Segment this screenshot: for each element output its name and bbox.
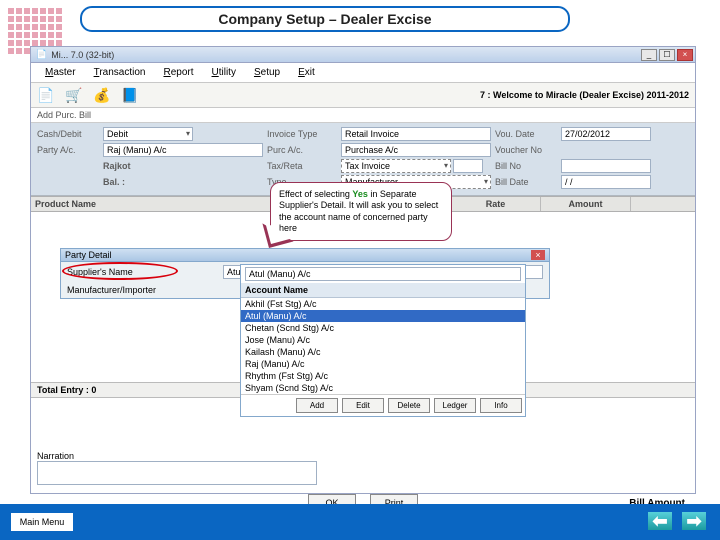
- supplier-label: Supplier's Name: [67, 267, 217, 277]
- city-label: Rajkot: [103, 161, 263, 171]
- bal-label: Bal. :: [103, 177, 263, 187]
- add-button[interactable]: Add: [296, 398, 338, 413]
- maximize-button[interactable]: ☐: [659, 49, 675, 61]
- invtype-input[interactable]: Retail Invoice: [341, 127, 491, 141]
- account-list-popup: Account Name Akhil (Fst Stg) A/c Atul (M…: [240, 264, 526, 417]
- list-item[interactable]: Shyam (Scnd Stg) A/c: [241, 382, 525, 394]
- minimize-button[interactable]: _: [641, 49, 657, 61]
- col-amount: Amount: [541, 197, 631, 211]
- list-item[interactable]: Akhil (Fst Stg) A/c: [241, 298, 525, 310]
- list-item[interactable]: Rhythm (Fst Stg) A/c: [241, 370, 525, 382]
- account-list[interactable]: Akhil (Fst Stg) A/c Atul (Manu) A/c Chet…: [241, 298, 525, 394]
- menu-report[interactable]: Report: [155, 65, 201, 80]
- party-popup-close[interactable]: ×: [531, 250, 545, 260]
- nav-arrows: ⬅ ➡: [648, 512, 706, 530]
- purcac-label: Purc A/c.: [267, 145, 337, 155]
- menu-master[interactable]: Master: [37, 65, 84, 80]
- window-title: Mi... 7.0 (32-bit): [51, 50, 114, 60]
- vouno-label: Voucher No: [495, 145, 557, 155]
- welcome-text: 7 : Welcome to Miracle (Dealer Excise) 2…: [480, 90, 689, 100]
- app-icon: 📄: [36, 49, 47, 60]
- billno-input[interactable]: [561, 159, 651, 173]
- toolbar-icon-4[interactable]: 📘: [121, 86, 139, 104]
- callout: Effect of selecting Yes in Separate Supp…: [270, 182, 452, 241]
- menu-utility[interactable]: Utility: [204, 65, 244, 80]
- voudate-input[interactable]: 27/02/2012: [561, 127, 651, 141]
- narration-input[interactable]: [37, 461, 317, 485]
- account-search-input[interactable]: [245, 267, 521, 281]
- col-rate: Rate: [451, 197, 541, 211]
- toolbar-icon-2[interactable]: 🛒: [65, 86, 83, 104]
- list-item[interactable]: Atul (Manu) A/c: [241, 310, 525, 322]
- edit-button[interactable]: Edit: [342, 398, 384, 413]
- delete-button[interactable]: Delete: [388, 398, 430, 413]
- section-label: Add Purc. Bill: [31, 108, 695, 123]
- footer-bar: [0, 504, 720, 540]
- main-menu-button[interactable]: Main Menu: [10, 512, 74, 532]
- purcac-input[interactable]: Purchase A/c: [341, 143, 491, 157]
- party-label: Party A/c.: [37, 145, 99, 155]
- billdate-input[interactable]: / /: [561, 175, 651, 189]
- party-input[interactable]: Raj (Manu) A/c: [103, 143, 263, 157]
- cashdebit-input[interactable]: Debit: [103, 127, 193, 141]
- menu-setup[interactable]: Setup: [246, 65, 288, 80]
- menu-exit[interactable]: Exit: [290, 65, 323, 80]
- list-item[interactable]: Chetan (Scnd Stg) A/c: [241, 322, 525, 334]
- party-popup-title: Party Detail: [65, 250, 112, 260]
- toolbar-icon-1[interactable]: 📄: [37, 86, 55, 104]
- close-button[interactable]: ×: [677, 49, 693, 61]
- window-titlebar: 📄 Mi... 7.0 (32-bit) _ ☐ ×: [31, 47, 695, 63]
- invtype-label: Invoice Type: [267, 129, 337, 139]
- menubar: Master Transaction Report Utility Setup …: [31, 63, 695, 83]
- narration: Narration: [31, 448, 695, 490]
- slide-title: Company Setup – Dealer Excise: [80, 6, 570, 32]
- menu-transaction[interactable]: Transaction: [86, 65, 154, 80]
- narration-label: Narration: [37, 451, 689, 461]
- list-item[interactable]: Jose (Manu) A/c: [241, 334, 525, 346]
- billdate-label: Bill Date: [495, 177, 557, 187]
- list-item[interactable]: Raj (Manu) A/c: [241, 358, 525, 370]
- prev-arrow[interactable]: ⬅: [648, 512, 672, 530]
- ledger-button[interactable]: Ledger: [434, 398, 476, 413]
- account-header: Account Name: [241, 283, 525, 298]
- cashdebit-label: Cash/Debit: [37, 129, 99, 139]
- taxreta-input[interactable]: Tax Invoice: [341, 159, 451, 173]
- taxreta-label: Tax/Reta: [267, 161, 337, 171]
- list-item[interactable]: Kailash (Manu) A/c: [241, 346, 525, 358]
- next-arrow[interactable]: ➡: [682, 512, 706, 530]
- toolbar: 📄 🛒 💰 📘 7 : Welcome to Miracle (Dealer E…: [31, 83, 695, 108]
- info-button[interactable]: Info: [480, 398, 522, 413]
- taxreta-extra[interactable]: [453, 159, 483, 173]
- voudate-label: Vou. Date: [495, 129, 557, 139]
- toolbar-icon-3[interactable]: 💰: [93, 86, 111, 104]
- billno-label: Bill No: [495, 161, 557, 171]
- mfg-label: Manufacturer/Importer: [67, 285, 217, 295]
